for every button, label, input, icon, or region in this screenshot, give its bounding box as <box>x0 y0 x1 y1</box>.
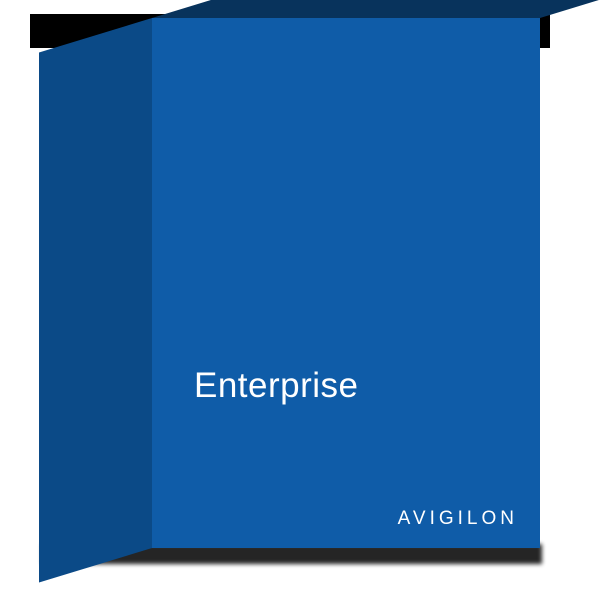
box-top-face <box>152 0 600 18</box>
box-front-face: Enterprise AVIGILON <box>152 18 540 548</box>
brand-logo-text: AVIGILON <box>398 508 518 530</box>
product-title: Enterprise <box>194 366 359 406</box>
product-box-3d: Enterprise AVIGILON <box>0 0 600 600</box>
box-spine-face <box>39 18 152 583</box>
